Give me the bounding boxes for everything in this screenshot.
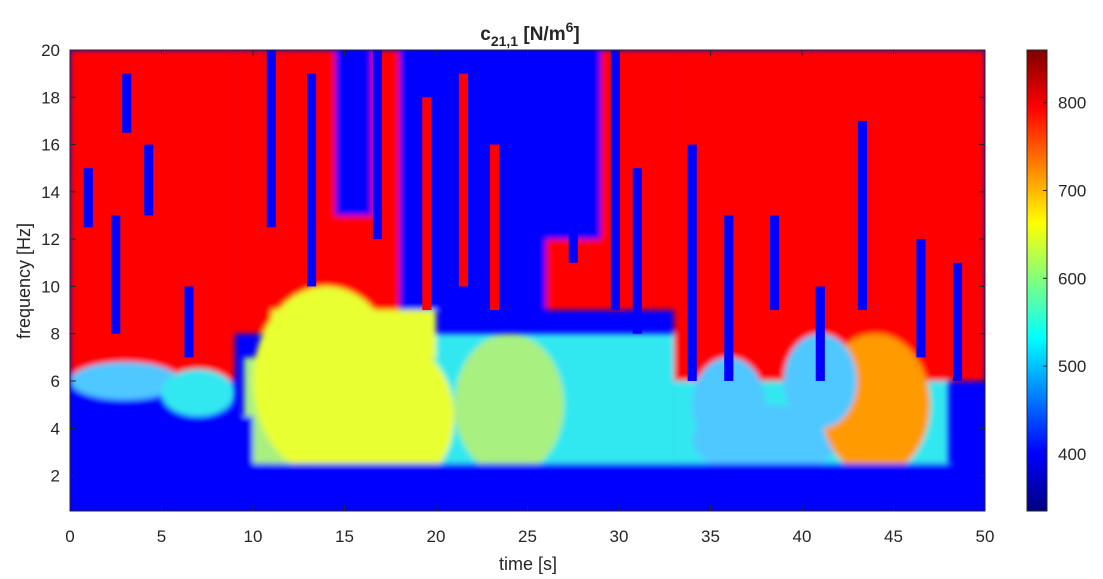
heatmap-stripe xyxy=(769,215,780,311)
heatmap-stripe xyxy=(724,215,734,381)
heatmap-stripe xyxy=(372,50,383,240)
x-tick-label: 5 xyxy=(157,527,166,546)
x-tick-label: 35 xyxy=(701,527,720,546)
y-tick-label: 16 xyxy=(41,136,60,155)
heatmap-stripe xyxy=(568,97,578,263)
colorbar xyxy=(1026,49,1048,512)
x-tick-label: 30 xyxy=(610,527,629,546)
heatmap-stripe xyxy=(122,73,132,133)
title-base: c xyxy=(480,24,491,45)
plot-area xyxy=(70,50,985,511)
y-tick-label: 4 xyxy=(51,419,60,438)
heatmap-cell xyxy=(399,50,546,311)
title-subscript: 21,1 xyxy=(491,33,518,49)
heatmap-stripe xyxy=(610,50,620,311)
heatmap-stripe xyxy=(857,120,867,311)
heatmap-stripe xyxy=(458,73,469,287)
colorbar-tick-label: 400 xyxy=(1058,445,1086,464)
y-tick-label: 20 xyxy=(41,41,60,60)
title-units-suffix: ] xyxy=(573,24,579,45)
heatmap-stripe xyxy=(632,168,642,334)
x-tick-label: 10 xyxy=(244,527,263,546)
heatmap-stripe xyxy=(489,144,500,311)
heatmap-blob xyxy=(692,357,766,452)
x-tick-label: 0 xyxy=(65,527,74,546)
heatmap-blob xyxy=(454,333,565,476)
heatmap-blob xyxy=(70,362,180,400)
y-tick-label: 14 xyxy=(41,183,60,202)
chart-title: c21,1 [N/m6] xyxy=(480,19,579,49)
y-tick-label: 12 xyxy=(41,230,60,249)
y-axis-label: frequency [Hz] xyxy=(14,223,34,339)
colorbar-tick-label: 600 xyxy=(1058,269,1086,288)
x-tick-label: 45 xyxy=(884,527,903,546)
y-tick-label: 18 xyxy=(41,88,60,107)
heatmap-stripe xyxy=(83,168,93,228)
title-units-superscript: 6 xyxy=(566,19,574,35)
y-tick-label: 6 xyxy=(51,372,60,391)
heatmap-stripe xyxy=(111,215,121,334)
y-tick-label: 10 xyxy=(41,277,60,296)
heatmap-stripe xyxy=(306,73,317,287)
heatmap-cell xyxy=(527,50,601,240)
title-units-prefix: [N/m xyxy=(518,24,566,45)
heatmap-blob xyxy=(344,345,455,488)
heatmap-stripe xyxy=(952,262,963,381)
x-tick-label: 25 xyxy=(518,527,537,546)
heatmap-stripe xyxy=(184,286,194,358)
x-tick-label: 20 xyxy=(427,527,446,546)
heatmap-stripe xyxy=(266,50,276,228)
x-tick-label: 15 xyxy=(335,527,354,546)
colorbar-tick-label: 500 xyxy=(1058,357,1086,376)
heatmap-stripe xyxy=(687,144,697,381)
y-tick-label: 8 xyxy=(51,325,60,344)
y-tick-label: 2 xyxy=(51,467,60,486)
heatmap-cell xyxy=(70,416,253,511)
colorbar-tick-label: 800 xyxy=(1058,94,1086,113)
heatmap-blob xyxy=(161,369,235,417)
heatmap-stripe xyxy=(815,286,825,381)
x-tick-label: 40 xyxy=(793,527,812,546)
heatmap-cell xyxy=(70,50,235,393)
colorbar-tick-label: 700 xyxy=(1058,181,1086,200)
x-tick-label: 50 xyxy=(976,527,995,546)
heatmap-cell xyxy=(673,50,985,381)
heatmap-stripe xyxy=(144,144,154,216)
x-axis-label: time [s] xyxy=(499,554,557,574)
heatmap-cell xyxy=(335,50,372,216)
heatmap-stripe xyxy=(916,239,926,358)
heatmap-stripe xyxy=(422,97,432,311)
